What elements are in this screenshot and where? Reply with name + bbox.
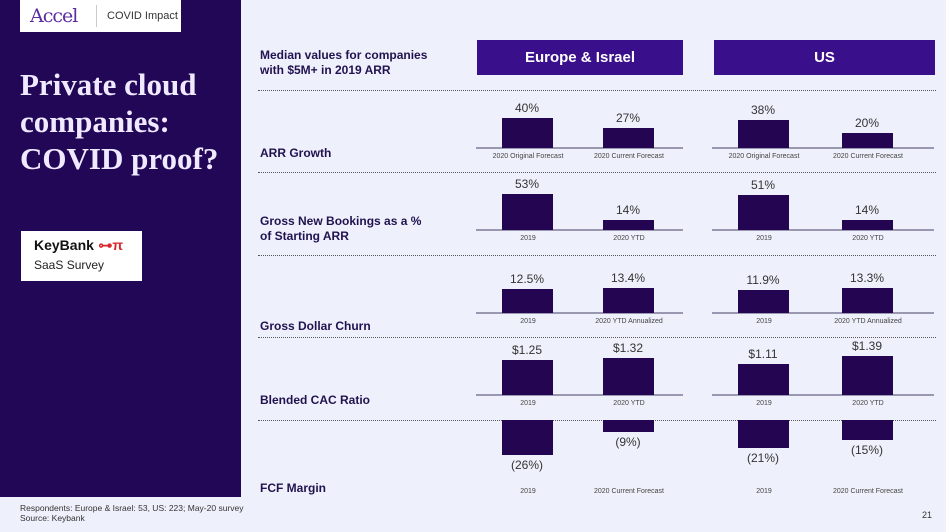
category-label: 2020 YTD	[613, 235, 645, 242]
row-divider	[258, 420, 936, 421]
bar	[603, 287, 654, 313]
category-label: 2019	[756, 235, 772, 242]
value-label: 27%	[615, 110, 641, 125]
bar	[738, 363, 789, 395]
baseline	[712, 312, 934, 314]
metric-label: FCF Margin	[260, 481, 326, 495]
bar	[842, 133, 893, 148]
category-label: 2020 YTD	[613, 400, 645, 407]
bar	[603, 127, 654, 148]
logo-box: Accel COVID Impact	[20, 0, 181, 32]
category-label: 2020 YTD Annualized	[834, 318, 902, 325]
baseline	[476, 229, 683, 231]
value-label: 38%	[750, 102, 776, 117]
baseline	[712, 394, 934, 396]
value-label: 14%	[615, 203, 641, 218]
source-note: Source: Keybank	[20, 513, 85, 523]
category-label: 2020 Current Forecast	[832, 153, 904, 160]
value-label: 13.3%	[849, 270, 885, 285]
bar	[738, 420, 789, 449]
metric-label: Blended CAC Ratio	[260, 393, 371, 407]
section-label: COVID Impact	[107, 10, 178, 22]
metric-label: Gross Dollar Churn	[260, 319, 371, 333]
bar	[502, 420, 553, 456]
row-divider	[258, 337, 936, 338]
bar	[502, 289, 553, 313]
value-label: 12.5%	[509, 272, 545, 287]
category-label: 2020 YTD	[852, 235, 884, 242]
value-label: (9%)	[615, 435, 641, 450]
value-label: $1.39	[851, 339, 883, 354]
baseline	[712, 229, 934, 231]
category-label: 2019	[520, 488, 536, 495]
baseline	[476, 147, 683, 149]
bar	[603, 220, 654, 230]
key-icon: ⊶π	[98, 237, 124, 253]
category-label: 2019	[520, 318, 536, 325]
category-label: 2020 Current Forecast	[832, 488, 904, 495]
category-label: 2020 Original Forecast	[492, 153, 564, 160]
keybank-logo: KeyBank	[34, 237, 94, 253]
badge-subtitle: SaaS Survey	[34, 258, 105, 272]
value-label: (15%)	[850, 443, 883, 458]
bar	[842, 287, 893, 313]
bar	[502, 360, 553, 395]
bar	[738, 119, 789, 148]
category-label: 2020 Current Forecast	[593, 488, 665, 495]
metric-label: ARR Growth	[260, 146, 332, 160]
category-label: 2020 Original Forecast	[728, 153, 800, 160]
slide-title: Private cloud companies: COVID proof?	[20, 67, 219, 176]
value-label: 13.4%	[610, 270, 646, 285]
metric-label: Gross New Bookings as a % of Starting AR…	[260, 214, 422, 243]
value-label: 11.9%	[746, 273, 780, 288]
value-label: 53%	[514, 176, 540, 191]
bar	[842, 220, 893, 230]
category-label: 2019	[756, 400, 772, 407]
category-label: 2019	[520, 400, 536, 407]
accel-logo: Accel	[30, 5, 78, 27]
bar	[738, 195, 789, 230]
value-label: $1.11	[748, 346, 778, 361]
bar	[603, 358, 654, 395]
footer: Respondents: Europe & Israel: 53, US: 22…	[20, 503, 243, 523]
value-label: $1.25	[511, 343, 543, 357]
value-label: 14%	[854, 203, 880, 218]
column-header-europe: Europe & Israel	[477, 40, 683, 75]
value-label: 51%	[750, 178, 776, 193]
divider	[96, 5, 97, 27]
bar	[842, 420, 893, 441]
column-header-us: US	[714, 40, 935, 75]
chart-title: Median values for companies with $5M+ in…	[260, 48, 428, 77]
category-label: 2020 Current Forecast	[593, 153, 665, 160]
respondents-note: Respondents: Europe & Israel: 53, US: 22…	[20, 503, 244, 513]
baseline	[476, 312, 683, 314]
value-label: (26%)	[510, 458, 543, 473]
bar	[738, 290, 789, 313]
category-label: 2020 YTD Annualized	[595, 318, 663, 325]
sidebar: Accel COVID Impact Private cloud compani…	[0, 0, 241, 497]
value-label: 20%	[854, 116, 880, 130]
baseline	[476, 394, 683, 396]
page-number: 21	[921, 510, 932, 520]
bar	[502, 118, 553, 148]
category-label: 2019	[756, 318, 772, 325]
value-label: 40%	[514, 101, 540, 115]
bar	[842, 356, 893, 395]
bar	[603, 420, 654, 433]
bar	[502, 193, 553, 230]
row-divider	[258, 255, 936, 256]
row-divider	[258, 90, 936, 91]
row-divider	[258, 172, 936, 173]
category-label: 2020 YTD	[852, 400, 884, 407]
category-label: 2019	[756, 488, 772, 495]
value-label: $1.32	[612, 341, 644, 356]
keybank-badge: KeyBank ⊶π SaaS Survey	[21, 231, 142, 281]
value-label: (21%)	[746, 451, 779, 466]
baseline	[712, 147, 934, 149]
category-label: 2019	[520, 235, 536, 242]
